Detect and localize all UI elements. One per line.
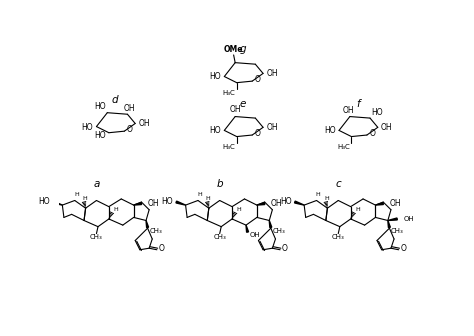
Text: H₃C: H₃C [222, 90, 235, 96]
Text: H: H [113, 207, 118, 212]
Text: O: O [369, 129, 375, 138]
Text: HO: HO [210, 126, 221, 135]
Text: b: b [216, 178, 223, 188]
Text: OH: OH [147, 199, 159, 208]
Polygon shape [246, 225, 248, 232]
Text: HO: HO [280, 197, 292, 206]
Text: H: H [316, 192, 320, 197]
Text: CH₃: CH₃ [273, 228, 285, 234]
Text: O: O [401, 245, 406, 253]
Text: CH₃: CH₃ [149, 228, 162, 234]
Text: d: d [112, 95, 118, 106]
Text: O: O [127, 125, 133, 134]
Text: OH: OH [123, 104, 135, 113]
Text: e: e [240, 99, 246, 109]
Text: OH: OH [381, 123, 392, 132]
Text: OH: OH [266, 69, 278, 78]
Text: OH: OH [266, 123, 278, 132]
Text: CH₃: CH₃ [332, 235, 345, 241]
Text: H₃C: H₃C [337, 143, 350, 150]
Text: HO: HO [162, 197, 173, 206]
Text: CH₃: CH₃ [391, 228, 404, 234]
Text: O: O [159, 245, 164, 253]
Text: OH: OH [403, 216, 414, 222]
Text: OH: OH [271, 199, 283, 208]
Polygon shape [388, 218, 397, 220]
Text: H: H [74, 192, 79, 197]
Text: g: g [240, 44, 246, 54]
Text: H: H [197, 192, 202, 197]
Polygon shape [176, 201, 186, 205]
Text: HO: HO [94, 130, 106, 139]
Text: OH: OH [229, 105, 241, 114]
Text: H: H [237, 207, 241, 212]
Polygon shape [294, 201, 304, 205]
Text: HO: HO [210, 72, 221, 81]
Text: H: H [324, 197, 329, 202]
Text: f: f [356, 99, 359, 109]
Text: O: O [255, 75, 261, 84]
Text: CH₃: CH₃ [213, 235, 226, 241]
Text: OH: OH [249, 232, 260, 238]
Polygon shape [269, 220, 272, 227]
Text: O: O [255, 129, 261, 138]
Text: c: c [336, 178, 341, 188]
Text: OMe: OMe [224, 45, 243, 54]
Text: HO: HO [94, 102, 106, 111]
Text: HO: HO [38, 197, 50, 206]
Text: HO: HO [82, 123, 93, 132]
Polygon shape [53, 201, 63, 205]
Polygon shape [134, 203, 142, 205]
Text: a: a [93, 178, 100, 188]
Polygon shape [146, 220, 148, 227]
Text: H: H [356, 207, 360, 212]
Text: OH: OH [390, 199, 401, 208]
Text: O: O [282, 245, 288, 253]
Polygon shape [257, 203, 265, 205]
Text: OH: OH [343, 106, 354, 115]
Text: HO: HO [324, 126, 336, 135]
Text: HO: HO [372, 108, 383, 117]
Text: H: H [206, 197, 210, 202]
Text: H: H [82, 197, 87, 202]
Text: OH: OH [138, 119, 150, 128]
Text: H₃C: H₃C [222, 143, 235, 150]
Text: CH₃: CH₃ [90, 235, 103, 241]
Polygon shape [388, 220, 391, 227]
Polygon shape [375, 203, 383, 205]
